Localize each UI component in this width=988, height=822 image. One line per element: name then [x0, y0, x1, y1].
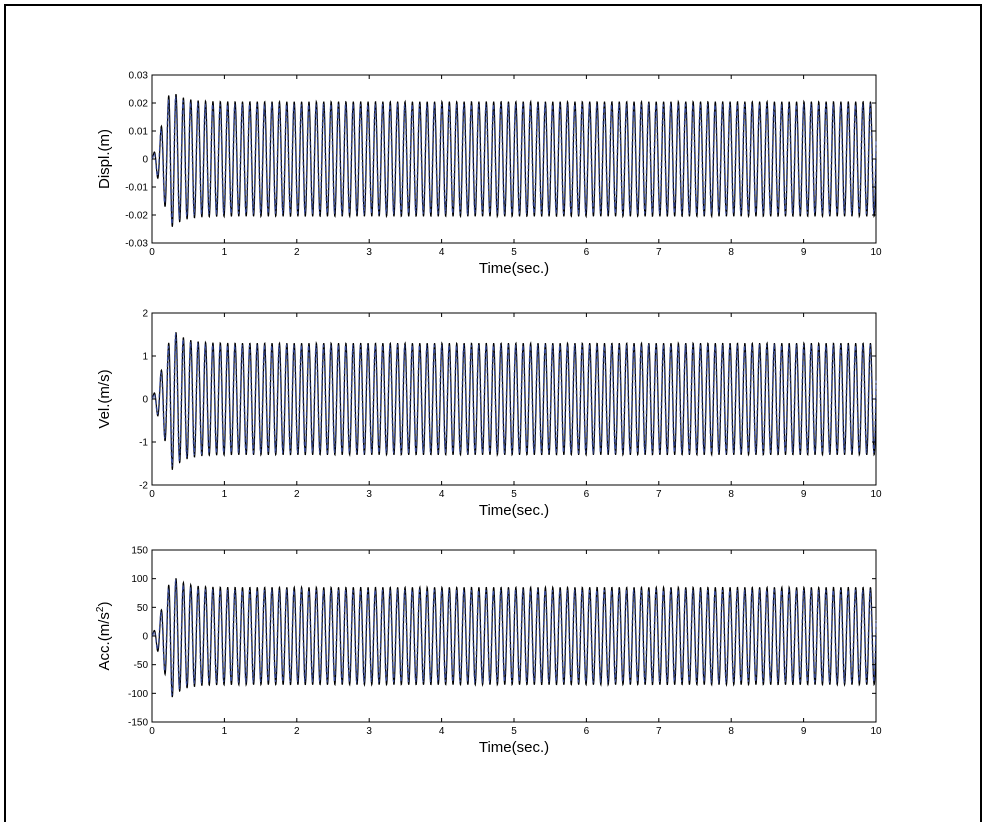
acceleration-ytick-label: 150: [131, 546, 148, 557]
acceleration-x-axis-label: Time(sec.): [479, 739, 549, 756]
acceleration-panel: 0 1 2 3 4 5 6 7 8 9 10 -150 -100 -50 0 50 100 150 Time(sec…: [95, 546, 882, 757]
velocity-series-2-line: [151, 332, 877, 467]
displacement-xtick-label: 3: [366, 247, 372, 258]
velocity-xtick-label: 2: [294, 489, 300, 500]
acceleration-xtick-label: 5: [511, 726, 517, 737]
velocity-xtick-label: 6: [584, 489, 590, 500]
displacement-ytick-label: 0.02: [129, 99, 149, 110]
acceleration-ytick-label: -100: [128, 689, 148, 700]
acceleration-series-2-line: [151, 578, 877, 697]
displacement-ytick-label: -0.01: [125, 183, 148, 194]
velocity-xtick-label: 1: [222, 489, 228, 500]
acceleration-y-axis-label: Acc.(m/s2): [95, 602, 113, 671]
displacement-series-1-line: [151, 93, 877, 227]
velocity-ytick-label: -1: [139, 438, 148, 449]
acceleration-y-axis-label-text: Acc.(m/s: [96, 612, 113, 670]
acceleration-ytick-label: 50: [137, 603, 149, 614]
displacement-xtick-label: 0: [149, 247, 155, 258]
velocity-xtick-label: 8: [728, 489, 734, 500]
velocity-panel: 0 1 2 3 4 5 6 7 8 9 10 -2 -1 0 1 2 Time(sec.) Vel.(m/s): [96, 309, 882, 520]
displacement-y-axis-label-text: Displ.(m): [96, 129, 113, 189]
velocity-ytick-label: 0: [142, 395, 148, 406]
acceleration-xtick-label: 9: [801, 726, 807, 737]
acceleration-xtick-label: 1: [222, 726, 228, 737]
acceleration-xtick-label: 3: [366, 726, 372, 737]
displacement-xtick-label: 1: [222, 247, 228, 258]
velocity-xtick-label: 4: [439, 489, 445, 500]
velocity-x-axis-label: Time(sec.): [479, 502, 549, 519]
acceleration-ytick-label: 100: [131, 574, 148, 585]
velocity-xtick-label: 10: [870, 489, 882, 500]
velocity-ytick-label: -2: [139, 481, 148, 492]
velocity-ytick-label: 2: [142, 309, 148, 320]
acceleration-ytick-label: -150: [128, 718, 148, 729]
displacement-panel: 0 1 2 3 4 5 6 7 8 9 10 -0.03 -0.02 -0.01 0 0.01 0.02 0.03…: [96, 71, 882, 278]
displacement-y-axis-label: Displ.(m): [96, 129, 113, 189]
displacement-x-axis-label: Time(sec.): [479, 260, 549, 277]
displacement-xtick-label: 7: [656, 247, 662, 258]
displacement-xtick-label: 10: [870, 247, 882, 258]
displacement-ytick-label: 0.01: [129, 127, 149, 138]
velocity-xtick-label: 0: [149, 489, 155, 500]
acceleration-xtick-label: 10: [870, 726, 882, 737]
displacement-ytick-label: -0.02: [125, 211, 148, 222]
velocity-y-axis-label: Vel.(m/s): [96, 369, 113, 428]
displacement-xtick-label: 5: [511, 247, 517, 258]
acceleration-xtick-label: 0: [149, 726, 155, 737]
displacement-ytick-label: 0.03: [129, 71, 149, 82]
acceleration-y-axis-label-suffix: ): [96, 602, 113, 607]
acceleration-xtick-label: 7: [656, 726, 662, 737]
displacement-series-2-line: [151, 96, 877, 226]
velocity-xtick-label: 3: [366, 489, 372, 500]
velocity-xtick-label: 5: [511, 489, 517, 500]
acceleration-xtick-label: 4: [439, 726, 445, 737]
velocity-ytick-label: 1: [142, 352, 148, 363]
acceleration-xtick-label: 8: [728, 726, 734, 737]
velocity-xtick-label: 9: [801, 489, 807, 500]
acceleration-xtick-label: 2: [294, 726, 300, 737]
acceleration-ytick-label: 0: [142, 632, 148, 643]
velocity-y-axis-label-text: Vel.(m/s): [96, 369, 113, 428]
displacement-xtick-label: 8: [728, 247, 734, 258]
acceleration-y-axis-label-superscript: 2: [95, 606, 106, 612]
displacement-xtick-label: 2: [294, 247, 300, 258]
figure-frame: [4, 4, 982, 822]
acceleration-xtick-label: 6: [584, 726, 590, 737]
displacement-ytick-label: -0.03: [125, 239, 148, 250]
displacement-xtick-label: 6: [584, 247, 590, 258]
displacement-xtick-label: 4: [439, 247, 445, 258]
velocity-xtick-label: 7: [656, 489, 662, 500]
displacement-xtick-label: 9: [801, 247, 807, 258]
displacement-ytick-label: 0: [142, 155, 148, 166]
acceleration-ytick-label: -50: [134, 660, 149, 671]
